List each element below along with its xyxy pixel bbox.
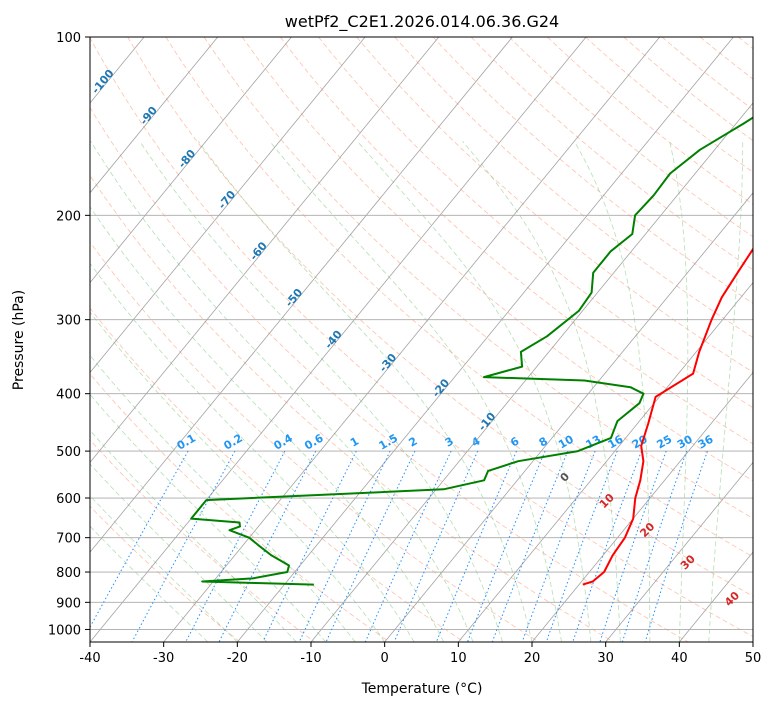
x-tick-label: -20	[227, 651, 248, 666]
x-tick-label: -40	[79, 651, 100, 666]
x-axis-label: Temperature (°C)	[361, 681, 483, 697]
x-tick-label: 30	[597, 651, 614, 666]
x-tick-label: -10	[300, 651, 321, 666]
y-tick-label: 200	[56, 209, 81, 224]
x-tick-label: 20	[524, 651, 541, 666]
y-tick-label: 1000	[48, 623, 81, 638]
x-tick-label: 0	[381, 651, 389, 666]
y-axis-label: Pressure (hPa)	[11, 290, 27, 390]
y-tick-label: 100	[56, 31, 81, 46]
chart-title: wetPf2_C2E1.2026.014.06.36.G24	[285, 12, 559, 32]
y-tick-label: 800	[56, 566, 81, 581]
y-tick-label: 300	[56, 314, 81, 329]
y-tick-label: 700	[56, 532, 81, 547]
y-tick-label: 600	[56, 492, 81, 507]
y-tick-label: 900	[56, 596, 81, 611]
x-tick-label: 10	[450, 651, 467, 666]
x-tick-label: 50	[745, 651, 762, 666]
x-tick-label: 40	[671, 651, 688, 666]
y-tick-label: 400	[56, 388, 81, 403]
y-tick-label: 500	[56, 445, 81, 460]
x-tick-label: -30	[153, 651, 174, 666]
